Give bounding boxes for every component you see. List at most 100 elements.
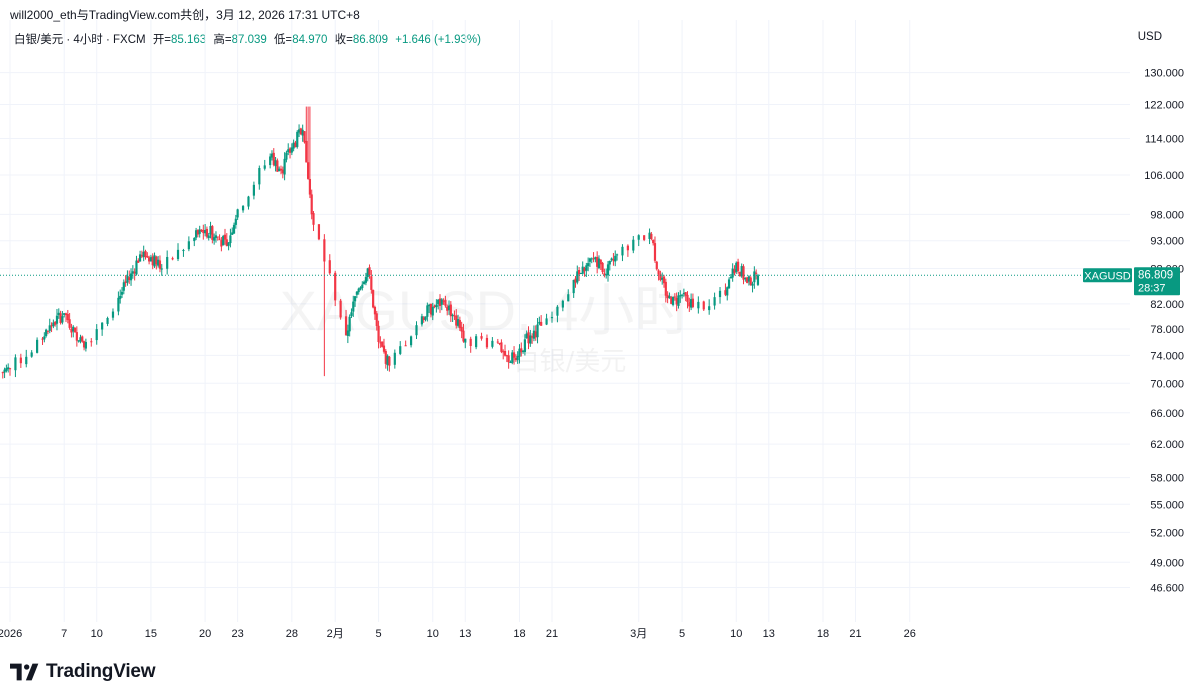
countdown-value: 28:37 bbox=[1138, 282, 1166, 294]
candle-body bbox=[8, 368, 12, 370]
candle-body bbox=[550, 317, 554, 319]
candle-body bbox=[727, 279, 731, 289]
symbol-tag-label: XAGUSD bbox=[1084, 270, 1131, 282]
candle-body bbox=[415, 325, 418, 336]
candle-body bbox=[205, 228, 209, 237]
candle-body bbox=[579, 273, 583, 275]
price-tick-label: 70.000 bbox=[1150, 378, 1184, 390]
candle-body bbox=[355, 291, 358, 295]
candle-body bbox=[84, 342, 87, 349]
candle-body bbox=[621, 246, 624, 256]
time-tick-label: 21 bbox=[849, 628, 861, 640]
high-value: 87.039 bbox=[231, 34, 267, 46]
candle-body bbox=[3, 369, 6, 373]
low-label: 低= bbox=[274, 34, 293, 46]
candle-body bbox=[680, 294, 684, 296]
candle-body bbox=[462, 330, 465, 342]
candle-body bbox=[756, 275, 760, 285]
candle-body bbox=[372, 289, 375, 308]
candle-body bbox=[111, 311, 115, 318]
candle-body bbox=[662, 276, 666, 284]
candle-body bbox=[149, 257, 153, 262]
price-tick-label: 49.000 bbox=[1150, 557, 1184, 569]
tradingview-logo[interactable]: TradingView bbox=[10, 659, 156, 685]
candle-body bbox=[605, 274, 608, 276]
candle-body bbox=[736, 261, 740, 271]
candle-body bbox=[576, 271, 579, 283]
price-tick-label: 114.000 bbox=[1145, 134, 1184, 146]
symbol-description[interactable]: 白银/美元 · 4小时 · FXCM bbox=[14, 34, 146, 46]
candle-body bbox=[505, 355, 508, 357]
candle-body bbox=[5, 368, 8, 371]
candle-body bbox=[375, 313, 378, 326]
candle-body bbox=[368, 267, 371, 276]
close-value: 86.809 bbox=[352, 34, 389, 46]
candle-body bbox=[677, 295, 680, 306]
candle-body bbox=[373, 307, 377, 315]
candle-body bbox=[182, 250, 185, 252]
candle-body bbox=[323, 239, 326, 262]
candle-body bbox=[503, 351, 507, 356]
candle-body bbox=[236, 209, 239, 218]
candle-body bbox=[653, 243, 657, 261]
candle-body bbox=[469, 338, 472, 346]
candle-body bbox=[608, 260, 611, 265]
price-axis[interactable]: 130.000 122.000 114.000 106.000 98.000 93.000… bbox=[1144, 68, 1184, 595]
time-axis[interactable]: 2026 7 10 15 20 23 28 2月 5 10 13 18 21 3月 5 10 13 18 21 26 bbox=[0, 628, 916, 640]
candle-body bbox=[252, 184, 255, 196]
candle-body bbox=[744, 278, 747, 280]
candle-body bbox=[724, 290, 727, 295]
tradingview-logo-icon bbox=[10, 663, 39, 681]
candle-body bbox=[207, 235, 210, 239]
low-value: 84.970 bbox=[292, 34, 328, 46]
price-tick-label: 62.000 bbox=[1150, 439, 1184, 451]
candle-body bbox=[753, 271, 756, 283]
candle-body bbox=[592, 258, 595, 260]
candle-body bbox=[142, 251, 145, 257]
candle-body bbox=[346, 330, 349, 336]
candle-body bbox=[438, 298, 442, 307]
candle-body bbox=[48, 325, 51, 331]
candle-body bbox=[370, 276, 373, 290]
candle-body bbox=[68, 319, 71, 328]
candle-body bbox=[287, 149, 290, 153]
candle-body bbox=[166, 256, 169, 269]
price-tick-label: 58.000 bbox=[1150, 473, 1184, 485]
candle-body bbox=[187, 241, 190, 250]
price-tick-label: 74.000 bbox=[1150, 350, 1184, 362]
candle-body bbox=[196, 230, 199, 235]
candle-body bbox=[657, 270, 660, 275]
candle-body bbox=[675, 297, 678, 305]
candle-body bbox=[209, 226, 212, 235]
candle-body bbox=[691, 298, 695, 307]
candle-body bbox=[747, 276, 751, 282]
candle-body bbox=[536, 324, 539, 338]
candle-body bbox=[404, 345, 407, 347]
brand-name: TradingView bbox=[46, 661, 156, 682]
candle-body bbox=[749, 277, 752, 285]
candle-body bbox=[41, 338, 44, 340]
candle-body bbox=[726, 287, 729, 296]
candle-body bbox=[204, 230, 207, 234]
candle-body bbox=[274, 160, 277, 167]
candle-body bbox=[64, 313, 68, 316]
price-tick-label: 46.600 bbox=[1150, 582, 1184, 594]
candle-body bbox=[456, 319, 460, 326]
candle-body bbox=[288, 148, 292, 153]
currency-label[interactable]: USD bbox=[1137, 31, 1162, 43]
candle-body bbox=[460, 326, 463, 332]
candle-body bbox=[485, 337, 489, 348]
candle-body bbox=[131, 271, 134, 274]
candle-body bbox=[381, 341, 384, 347]
candle-body bbox=[176, 249, 180, 260]
candle-body bbox=[409, 336, 413, 346]
candle-body bbox=[393, 352, 396, 365]
candle-body bbox=[740, 266, 743, 277]
candle-body bbox=[119, 295, 122, 299]
time-tick-label: 20 bbox=[199, 628, 211, 640]
candle-body bbox=[50, 325, 53, 327]
candle-body bbox=[751, 283, 754, 286]
candle-body bbox=[529, 335, 532, 344]
candle-body bbox=[75, 332, 78, 341]
